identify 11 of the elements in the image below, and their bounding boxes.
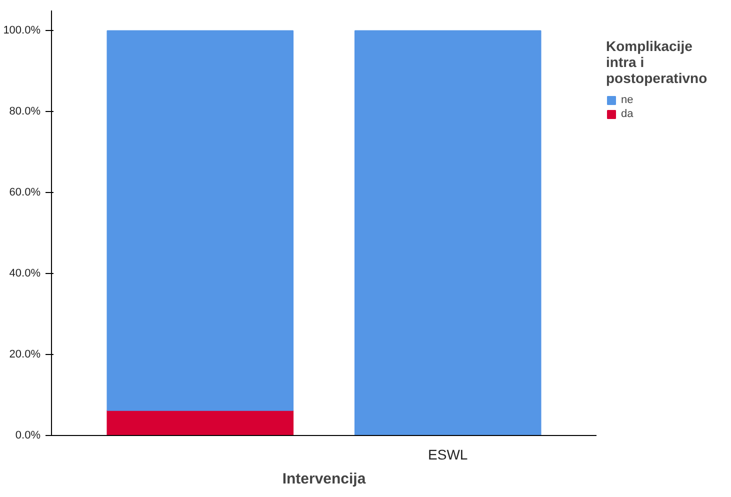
x-tick-label: ESWL [428,446,468,462]
y-tick-label: 40.0% [9,268,41,280]
y-tick-label: 80.0% [9,106,41,118]
legend-title: Komplikacije intra i postoperativno [606,38,708,86]
x-axis-title: Intervencija [282,470,366,488]
y-tick-label: 60.0% [9,186,41,199]
y-tick-label: 100.0% [3,24,41,37]
y-tick-label: 0.0% [15,430,41,442]
legend-label: da [621,108,634,120]
y-tick-label: 20.0% [9,348,41,361]
legend-label: ne [621,94,634,106]
